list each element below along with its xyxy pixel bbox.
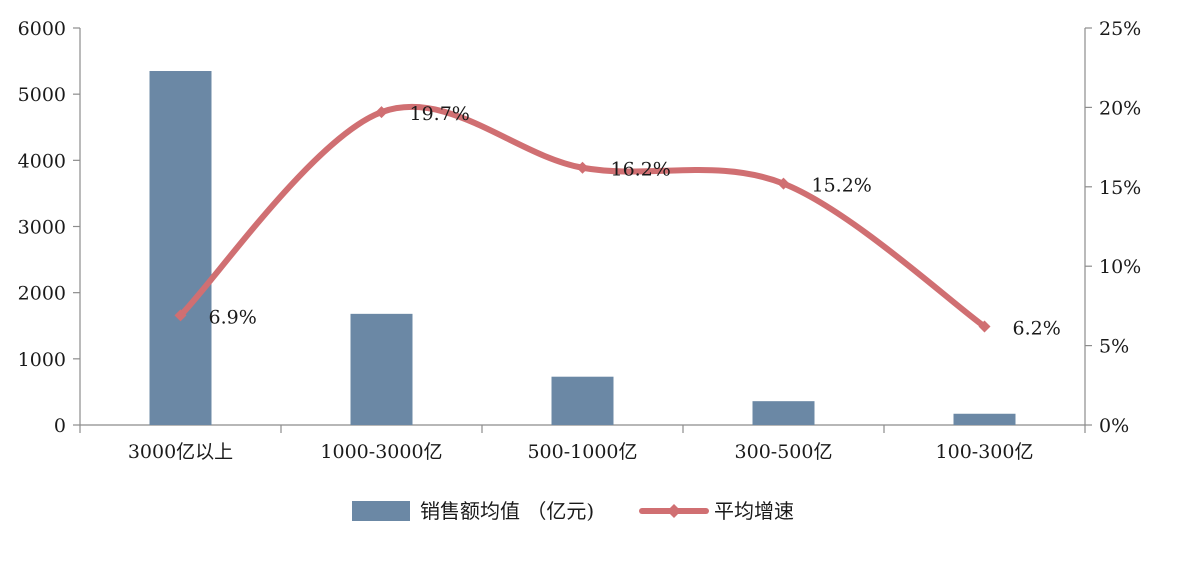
line-data-label: 6.2% [1013,318,1061,340]
right-tick-label: 25% [1099,18,1141,40]
axes: 0 1000 2000 3000 4000 5000 6000 0% 5% 10% 15% 20% 25… [18,18,1142,463]
x-tick-label: 1000-3000亿 [320,441,442,463]
x-tick-label: 500-1000亿 [527,441,637,463]
bar [350,313,413,425]
line-point-marker [777,177,790,190]
legend: 销售额均值 （亿元) 平均增速 [352,499,794,523]
left-tick-label: 6000 [18,18,66,40]
bar [752,401,815,425]
right-tick-label: 15% [1099,177,1141,199]
right-tick-label: 20% [1099,97,1141,119]
left-tick-label: 2000 [18,283,66,305]
left-tick-label: 5000 [18,84,66,106]
right-tick-label: 10% [1099,256,1141,278]
line-data-label: 15.2% [812,175,872,197]
data-labels: 6.9% 19.7% 16.2% 15.2% 6.2% [209,103,1061,339]
x-tick-label: 300-500亿 [735,441,833,463]
line-point-marker [174,309,187,322]
bar [149,71,212,425]
left-tick-label: 3000 [18,217,66,239]
x-tick-label: 3000亿以上 [128,441,233,463]
line-point-marker [576,161,589,174]
bar [953,413,1016,425]
legend-line-label: 平均增速 [714,499,794,523]
line-data-label: 19.7% [410,103,470,125]
legend-line-marker [667,504,681,518]
left-tick-label: 1000 [18,349,66,371]
legend-bar-swatch [352,501,410,521]
line-series [174,103,991,333]
bar [551,376,614,425]
right-tick-label: 5% [1099,336,1129,358]
left-tick-label: 4000 [18,150,66,172]
growth-line [177,103,988,330]
x-tick-label: 100-300亿 [936,441,1034,463]
line-point-marker [978,320,991,333]
line-point-marker [375,106,388,119]
legend-bar-label: 销售额均值 （亿元) [420,499,594,523]
right-tick-label: 0% [1099,415,1129,437]
bar-series [149,71,1016,425]
line-data-label: 6.9% [209,306,257,328]
left-tick-label: 0 [54,415,66,437]
line-data-label: 16.2% [611,159,671,181]
